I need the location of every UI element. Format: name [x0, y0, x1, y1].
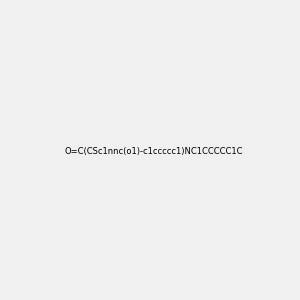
Text: O=C(CSc1nnc(o1)-c1ccccc1)NC1CCCCC1C: O=C(CSc1nnc(o1)-c1ccccc1)NC1CCCCC1C — [64, 147, 243, 156]
